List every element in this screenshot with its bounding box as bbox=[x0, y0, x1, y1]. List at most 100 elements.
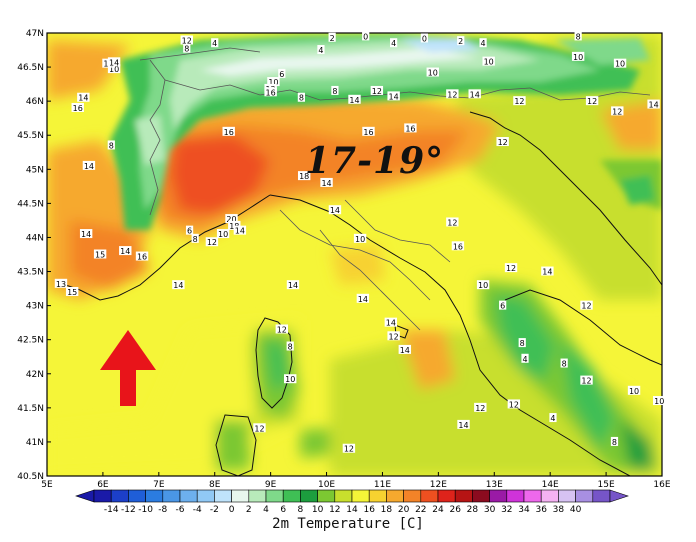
colorbar-tick-label: 12 bbox=[329, 505, 340, 515]
field-value-text: 16 bbox=[266, 88, 276, 97]
colorbar-swatch bbox=[540, 489, 559, 503]
field-value-text: 12 bbox=[612, 107, 622, 116]
field-value-text: 12 bbox=[506, 264, 516, 273]
lat-tick-label: 45.5N bbox=[17, 131, 44, 141]
colorbar-swatch bbox=[248, 489, 267, 503]
field-value: 6 bbox=[499, 300, 507, 311]
field-value: 13 bbox=[54, 278, 68, 289]
field-value-text: 13 bbox=[56, 280, 66, 289]
field-value: 12 bbox=[446, 217, 459, 227]
colorbar-swatch bbox=[558, 489, 576, 503]
field-value-box bbox=[342, 443, 356, 453]
colorbar-tick-label: -2 bbox=[210, 505, 219, 515]
field-value: 2 bbox=[328, 32, 336, 43]
field-value: 16 bbox=[404, 123, 417, 133]
lat-tick-label: 45N bbox=[26, 165, 44, 175]
field-value: 12 bbox=[275, 324, 289, 334]
field-value-box bbox=[172, 280, 185, 290]
field-value-text: 10 bbox=[428, 69, 438, 78]
field-value-text: 10 bbox=[218, 230, 228, 239]
field-value-box bbox=[451, 241, 465, 251]
lon-tick-label: 7E bbox=[153, 480, 165, 490]
field-value: 14 bbox=[398, 344, 412, 355]
colorbar-swatch bbox=[179, 489, 198, 503]
colorbar-tick-label: 4 bbox=[263, 505, 269, 515]
field-value-box bbox=[93, 249, 107, 259]
field-value: 10 bbox=[353, 233, 367, 244]
field-value-text: 12 bbox=[372, 87, 382, 96]
field-value-box bbox=[233, 225, 247, 235]
field-value: 12 bbox=[513, 96, 526, 106]
field-value-text: 12 bbox=[581, 377, 591, 386]
field-value-text: 4 bbox=[212, 39, 217, 48]
field-value-box bbox=[135, 251, 149, 261]
field-value-box bbox=[286, 280, 300, 290]
field-value-box bbox=[476, 280, 490, 290]
field-value-text: 4 bbox=[522, 355, 527, 364]
field-value-text: 14 bbox=[78, 94, 88, 103]
field-value: 14 bbox=[82, 160, 96, 171]
field-value-text: 16 bbox=[405, 124, 415, 133]
field-value-box bbox=[228, 220, 241, 230]
field-value-text: 0 bbox=[363, 32, 368, 41]
field-value-box bbox=[647, 99, 660, 109]
colorbar-swatch bbox=[506, 489, 525, 503]
colorbar-tick-label: 14 bbox=[346, 505, 358, 515]
field-value-box bbox=[504, 263, 518, 273]
colorbar-swatch bbox=[231, 489, 250, 503]
field-value-text: 6 bbox=[187, 227, 192, 236]
colorbar-swatch bbox=[420, 489, 439, 503]
field-value-box bbox=[222, 126, 235, 136]
colorbar-tick-label: 28 bbox=[467, 505, 479, 515]
colorbar-swatch bbox=[93, 489, 112, 503]
field-value-box bbox=[446, 217, 459, 227]
field-value-box bbox=[580, 375, 593, 385]
field-value-text: 8 bbox=[332, 87, 337, 96]
field-value: 10 bbox=[653, 396, 666, 406]
field-value-text: 6 bbox=[279, 70, 284, 79]
field-value-box bbox=[387, 91, 400, 101]
field-value-box bbox=[216, 229, 230, 239]
field-value: 12 bbox=[580, 300, 593, 311]
colorbar-upper-extension bbox=[609, 489, 629, 503]
field-value-box bbox=[404, 123, 417, 133]
field-value: 4 bbox=[521, 353, 529, 364]
field-value-box bbox=[398, 344, 412, 354]
field-value: 0 bbox=[420, 33, 428, 43]
field-value: 10 bbox=[267, 77, 280, 87]
field-value: 16 bbox=[71, 102, 84, 113]
lat-tick-label: 46N bbox=[26, 97, 44, 107]
field-value-box bbox=[54, 278, 68, 288]
field-value-box bbox=[482, 56, 495, 66]
field-value-box bbox=[331, 85, 339, 95]
colorbar-tick-label: 0 bbox=[229, 505, 235, 515]
lon-tick-label: 6E bbox=[97, 480, 109, 490]
field-value-text: 10 bbox=[629, 387, 639, 396]
field-value-box bbox=[205, 237, 219, 247]
field-value-box bbox=[286, 341, 294, 351]
field-value: 14 bbox=[172, 280, 185, 290]
colorbar-tick-label: -4 bbox=[193, 505, 202, 515]
field-value-text: 14 bbox=[389, 92, 399, 101]
field-value-box bbox=[571, 51, 585, 61]
field-value-box bbox=[390, 38, 398, 48]
field-value: 6 bbox=[185, 225, 194, 236]
field-value: 18 bbox=[297, 171, 311, 181]
field-value: 8 bbox=[610, 436, 619, 447]
colorbar-tick-label: -8 bbox=[158, 505, 167, 515]
field-value-box bbox=[320, 177, 333, 187]
field-value-box bbox=[387, 331, 400, 341]
field-value: 10 bbox=[426, 67, 439, 78]
colorbar-tick-label: -14 bbox=[104, 505, 119, 515]
field-value: 8 bbox=[286, 341, 294, 352]
field-value-text: 14 bbox=[358, 295, 368, 304]
field-value-box bbox=[183, 43, 191, 53]
field-value-box bbox=[328, 32, 336, 42]
field-value: 12 bbox=[253, 423, 266, 433]
field-value: 15 bbox=[65, 286, 79, 297]
field-value-text: 15 bbox=[67, 288, 77, 297]
field-value-text: 14 bbox=[235, 227, 245, 236]
field-value-text: 14 bbox=[173, 281, 183, 290]
field-value-text: 8 bbox=[299, 94, 304, 103]
